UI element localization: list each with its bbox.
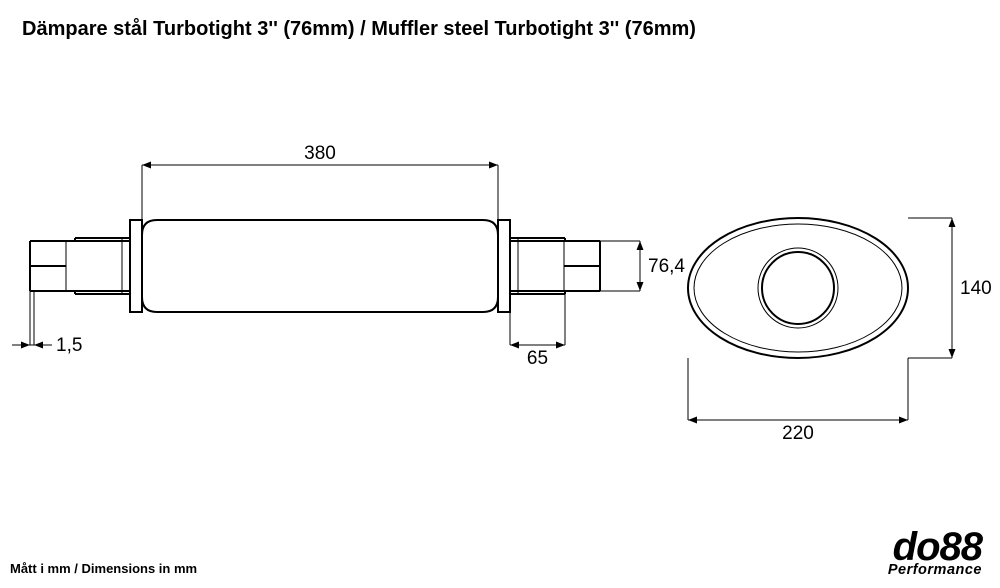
svg-text:76,4: 76,4 [648,256,685,277]
svg-text:65: 65 [527,348,548,369]
svg-text:220: 220 [782,423,814,444]
muffler-end-view [688,218,908,358]
svg-text:1,5: 1,5 [56,335,82,356]
drawing-canvas: 380 76,4 65 1,5 220 140 [0,0,1000,588]
svg-text:380: 380 [304,143,336,164]
dimension-annotations: 380 76,4 65 1,5 220 140 [12,143,992,444]
svg-text:140: 140 [960,278,992,299]
muffler-side-view [30,220,600,312]
